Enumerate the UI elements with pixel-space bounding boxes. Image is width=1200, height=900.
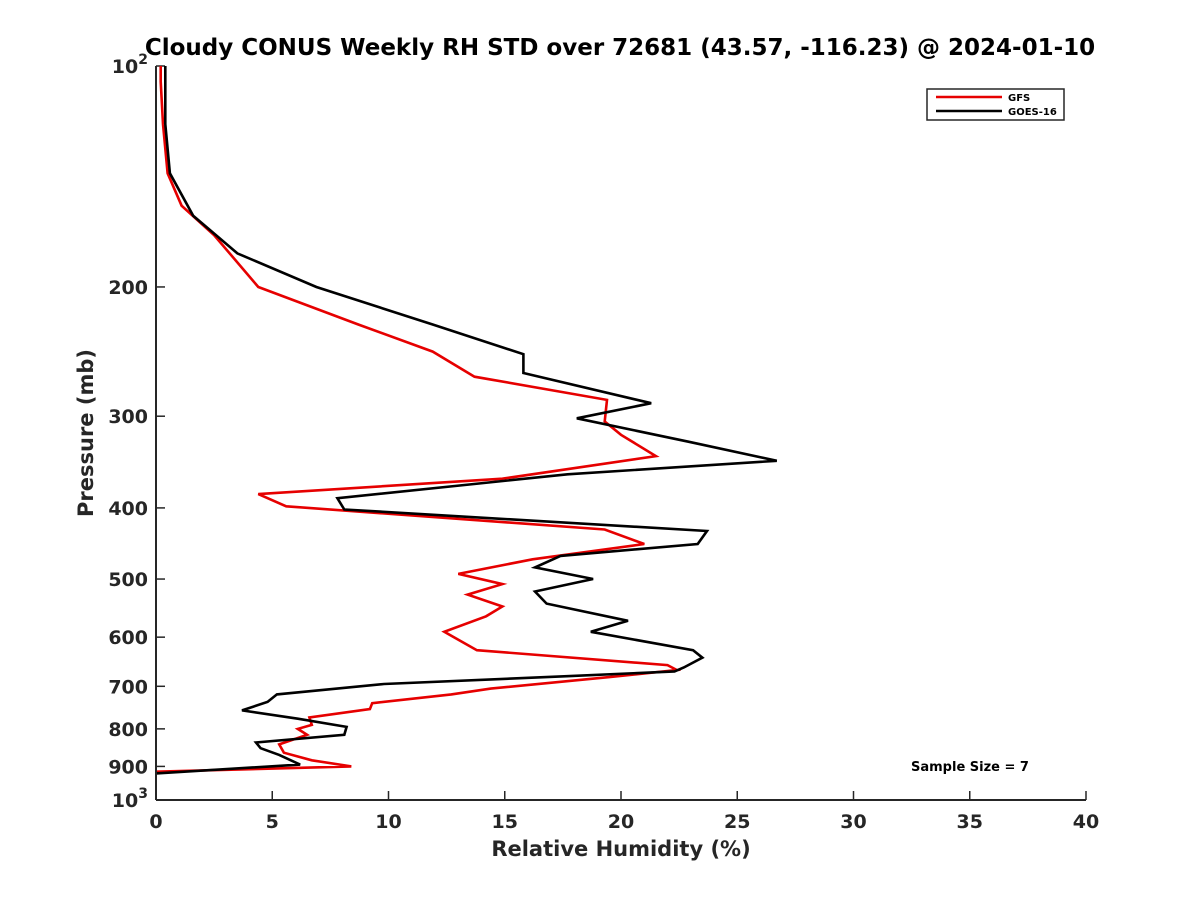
x-axis-label: Relative Humidity (%) — [491, 837, 750, 861]
y-tick-label: 900 — [108, 756, 148, 778]
legend-label-gfs: GFS — [1008, 93, 1030, 104]
y-tick-label: 800 — [108, 719, 148, 741]
x-tick-label: 10 — [375, 811, 401, 833]
x-tick-label: 40 — [1073, 811, 1099, 833]
x-tick-label: 5 — [266, 811, 279, 833]
y-tick-label: 500 — [108, 569, 148, 591]
series-layer — [155, 66, 778, 775]
x-tick-label: 25 — [724, 811, 750, 833]
y-axis-label: Pressure (mb) — [74, 349, 98, 517]
y-axis-ticks: 102 200 300 400 500 600 700 800 900 103 — [108, 52, 165, 812]
series-line-goes-16 — [155, 66, 778, 775]
y-tick-label: 103 — [112, 786, 148, 812]
chart-title: Cloudy CONUS Weekly RH STD over 72681 (4… — [145, 35, 1095, 61]
legend-box — [926, 88, 1065, 121]
series-line-gfs — [155, 66, 682, 773]
x-tick-label: 35 — [957, 811, 983, 833]
y-tick-label: 300 — [108, 406, 148, 428]
x-tick-label: 30 — [840, 811, 866, 833]
sample-size-annotation: Sample Size = 7 — [911, 760, 1029, 775]
x-tick-label: 15 — [492, 811, 518, 833]
y-tick-label: 102 — [112, 52, 148, 78]
y-tick-label: 700 — [108, 676, 148, 698]
x-tick-label: 20 — [608, 811, 634, 833]
legend-label-goes-16: GOES-16 — [1008, 107, 1057, 118]
y-tick-label: 200 — [108, 277, 148, 299]
x-tick-label: 0 — [149, 811, 162, 833]
legend: GFS GOES-16 — [926, 88, 1065, 121]
y-tick-label: 600 — [108, 627, 148, 649]
y-tick-label: 400 — [108, 498, 148, 520]
x-axis-ticks: 0 5 10 15 20 25 30 35 40 — [149, 791, 1099, 833]
